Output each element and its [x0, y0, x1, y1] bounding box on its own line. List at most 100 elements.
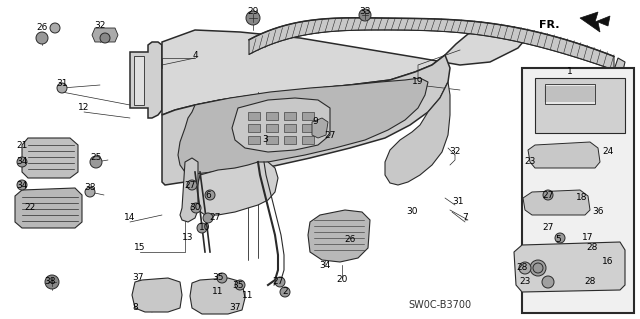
Circle shape [203, 213, 213, 223]
Text: 25: 25 [90, 153, 102, 162]
Polygon shape [580, 12, 610, 32]
Circle shape [197, 223, 207, 233]
Text: 20: 20 [336, 276, 348, 285]
Circle shape [85, 187, 95, 197]
Polygon shape [514, 242, 625, 292]
Polygon shape [132, 278, 182, 312]
Bar [302, 136, 314, 144]
Polygon shape [92, 28, 118, 42]
Text: 17: 17 [582, 234, 594, 242]
Text: 22: 22 [24, 204, 36, 212]
Circle shape [90, 156, 102, 168]
Polygon shape [180, 158, 198, 222]
Circle shape [280, 287, 290, 297]
Text: 13: 13 [182, 234, 194, 242]
Circle shape [235, 280, 245, 290]
Text: 30: 30 [406, 207, 418, 217]
Text: 28: 28 [516, 263, 528, 272]
Text: 34: 34 [16, 158, 28, 167]
Text: 12: 12 [78, 103, 90, 113]
Text: 26: 26 [344, 235, 356, 244]
Text: 15: 15 [134, 243, 146, 253]
Polygon shape [308, 210, 370, 262]
Polygon shape [249, 18, 614, 70]
Circle shape [57, 83, 67, 93]
Circle shape [246, 11, 260, 25]
Polygon shape [162, 55, 450, 185]
Circle shape [519, 262, 531, 274]
Polygon shape [178, 78, 428, 174]
Bar [284, 136, 296, 144]
Text: 6: 6 [205, 190, 211, 199]
Polygon shape [130, 42, 162, 118]
Text: 1: 1 [567, 68, 573, 77]
Polygon shape [134, 56, 144, 105]
Text: 35: 35 [232, 280, 244, 290]
Circle shape [542, 276, 554, 288]
Text: 11: 11 [212, 287, 224, 296]
Circle shape [17, 157, 27, 167]
Circle shape [100, 33, 110, 43]
Polygon shape [245, 42, 260, 58]
Polygon shape [312, 118, 328, 138]
Text: 36: 36 [592, 207, 604, 217]
Text: 2: 2 [282, 287, 288, 296]
Text: 27: 27 [542, 224, 554, 233]
Circle shape [530, 260, 546, 276]
Polygon shape [15, 188, 82, 228]
Bar [266, 124, 278, 132]
Text: 27: 27 [209, 213, 221, 222]
Bar [266, 112, 278, 120]
Text: 9: 9 [312, 117, 318, 127]
Text: 29: 29 [247, 8, 259, 17]
Text: 38: 38 [84, 183, 96, 192]
Text: 19: 19 [412, 78, 424, 86]
Circle shape [217, 273, 227, 283]
Text: 34: 34 [319, 261, 331, 270]
Text: 23: 23 [519, 278, 531, 286]
Text: 31: 31 [56, 79, 68, 88]
Text: 27: 27 [272, 278, 284, 286]
Polygon shape [162, 28, 528, 115]
Polygon shape [190, 278, 245, 314]
Polygon shape [614, 58, 625, 75]
Bar [248, 124, 260, 132]
Text: 5: 5 [555, 235, 561, 244]
Text: 14: 14 [124, 213, 136, 222]
Bar [302, 112, 314, 120]
Text: 37: 37 [132, 273, 144, 283]
Text: 26: 26 [36, 24, 48, 33]
Text: 32: 32 [94, 21, 106, 31]
Text: 30: 30 [189, 204, 201, 212]
Text: FR.: FR. [540, 20, 560, 30]
Text: 28: 28 [584, 278, 596, 286]
Text: 27: 27 [184, 181, 196, 189]
Polygon shape [523, 190, 590, 215]
Text: 3: 3 [262, 136, 268, 145]
Text: 24: 24 [602, 147, 614, 157]
Circle shape [533, 263, 543, 273]
Circle shape [359, 9, 371, 21]
Text: SW0C-B3700: SW0C-B3700 [408, 300, 471, 310]
Polygon shape [528, 142, 600, 168]
Circle shape [191, 203, 201, 213]
Bar [535, 78, 625, 133]
Text: 38: 38 [44, 278, 56, 286]
Text: 27: 27 [542, 190, 554, 199]
Text: 27: 27 [324, 131, 336, 140]
Bar [248, 136, 260, 144]
Circle shape [555, 233, 565, 243]
Polygon shape [232, 98, 330, 152]
Text: 16: 16 [602, 257, 614, 266]
Text: 23: 23 [524, 158, 536, 167]
Bar [284, 112, 296, 120]
Text: 11: 11 [243, 291, 253, 300]
Polygon shape [385, 82, 450, 185]
Bar [284, 124, 296, 132]
Circle shape [36, 32, 48, 44]
Text: 37: 37 [229, 303, 241, 313]
Circle shape [187, 180, 197, 190]
Text: 10: 10 [199, 224, 211, 233]
Polygon shape [196, 162, 278, 215]
Text: 34: 34 [16, 181, 28, 189]
